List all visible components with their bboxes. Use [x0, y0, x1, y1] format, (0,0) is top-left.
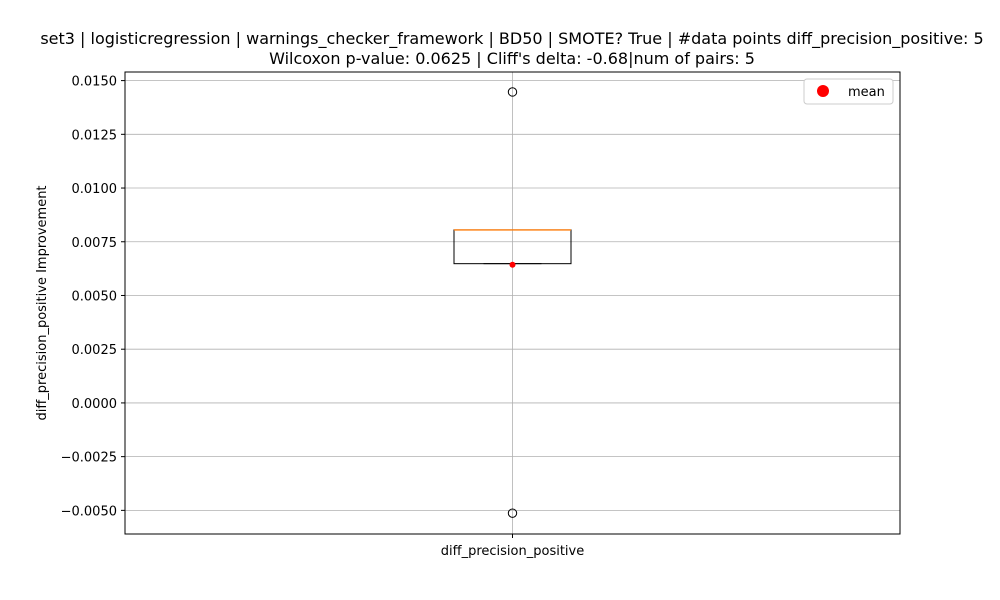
y-tick-label: 0.0075 — [72, 236, 118, 251]
chart-title-line-1: set3 | logisticregression | warnings_che… — [40, 29, 983, 49]
grid-lines — [125, 72, 900, 534]
chart-title-line-2: Wilcoxon p-value: 0.0625 | Cliff's delta… — [269, 49, 755, 68]
y-tick-label: 0.0125 — [72, 128, 118, 143]
y-tick-label: 0.0025 — [72, 343, 118, 358]
y-tick-label: −0.0025 — [61, 451, 117, 466]
mean-point — [509, 261, 516, 268]
legend-mean-label: mean — [848, 85, 885, 100]
y-axis: −0.0050 −0.0025 0.0000 0.0025 0.0050 0.0075 0.… — [61, 75, 125, 519]
legend: mean — [803, 78, 894, 105]
y-tick-label: 0.0050 — [72, 289, 118, 304]
legend-mean-marker — [817, 85, 829, 97]
x-axis: diff_precision_positive — [441, 534, 584, 559]
y-tick-label: −0.0050 — [61, 504, 117, 519]
legend-frame — [803, 78, 894, 105]
plot-marks — [453, 87, 572, 518]
outlier-point — [507, 87, 518, 97]
y-tick-label: 0.0150 — [72, 75, 118, 90]
y-tick-label: 0.0000 — [72, 397, 118, 412]
x-tick-label: diff_precision_positive — [441, 544, 584, 559]
y-tick-label: 0.0100 — [72, 182, 118, 197]
y-axis-label: diff_precision_positive Improvement — [35, 185, 50, 420]
outlier-point — [507, 508, 518, 518]
